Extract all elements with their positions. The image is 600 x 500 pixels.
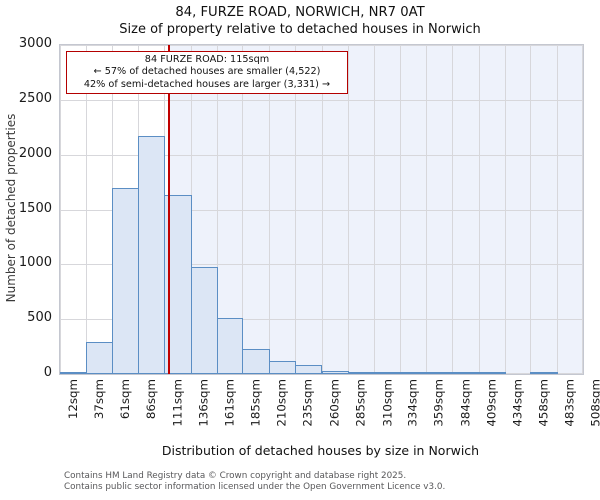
gridline-vertical: [504, 45, 506, 374]
x-tick-label: 483sqm: [562, 379, 577, 427]
histogram-bar: [478, 372, 506, 374]
x-tick-label: 458sqm: [536, 379, 551, 427]
chart-title: 84, FURZE ROAD, NORWICH, NR7 0AT: [175, 5, 425, 20]
y-tick-label: 0: [43, 365, 52, 380]
y-tick-label: 2500: [18, 90, 52, 106]
histogram-bar: [242, 348, 270, 374]
x-tick-label: 111sqm: [170, 379, 185, 427]
gridline-vertical: [556, 45, 558, 374]
annotation-larger-stat: 42% of semi-detached houses are larger (…: [83, 78, 331, 90]
x-tick-label: 235sqm: [301, 379, 316, 427]
gridline-vertical: [425, 45, 427, 374]
histogram-bar: [190, 266, 219, 374]
gridline-vertical: [60, 45, 61, 374]
x-tick-label: 409sqm: [484, 379, 499, 427]
histogram-bar: [321, 370, 349, 374]
x-axis-title: Distribution of detached houses by size …: [161, 443, 480, 458]
histogram-bar: [60, 372, 88, 374]
x-tick-label: 334sqm: [405, 379, 420, 427]
gridline-vertical: [242, 45, 244, 374]
gridline-vertical: [452, 45, 454, 374]
x-tick-label: 508sqm: [589, 379, 600, 427]
histogram-bar: [138, 136, 166, 374]
histogram-bar: [399, 372, 427, 374]
histogram-bar: [86, 342, 113, 374]
annotation-property-label: 84 FURZE ROAD: 115sqm: [144, 54, 270, 65]
x-tick-label: 37sqm: [92, 379, 107, 420]
histogram-bar: [425, 372, 454, 374]
x-tick-label: 434sqm: [510, 379, 525, 427]
gridline-vertical: [582, 45, 583, 374]
gridline-vertical: [399, 45, 401, 374]
x-tick-label: 185sqm: [248, 379, 263, 427]
x-tick-label: 285sqm: [353, 379, 368, 427]
histogram-bar: [530, 372, 558, 374]
gridline-vertical: [295, 45, 297, 374]
gridline-vertical: [86, 45, 88, 374]
annotation-box: 84 FURZE ROAD: 115sqm ← 57% of detached …: [66, 51, 348, 94]
y-axis-title: Number of detached properties: [4, 113, 18, 303]
footer-line2: Contains public sector information licen…: [64, 481, 446, 492]
y-tick-label: 1000: [18, 255, 52, 271]
gridline-vertical: [268, 45, 270, 374]
x-tick-label: 61sqm: [117, 379, 132, 420]
y-tick-label: 3000: [18, 36, 52, 51]
gridline-vertical: [217, 45, 219, 374]
plot-area: 84 FURZE ROAD: 115sqm ← 57% of detached …: [59, 44, 584, 375]
x-tick-label: 310sqm: [380, 379, 395, 427]
chart-subtitle: Size of property relative to detached ho…: [119, 22, 481, 37]
y-tick-label: 1500: [18, 200, 52, 216]
property-size-marker-line: [167, 45, 170, 374]
x-tick-label: 136sqm: [196, 379, 211, 427]
x-tick-label: 260sqm: [327, 379, 342, 427]
histogram-bar: [268, 360, 297, 374]
histogram-bar: [452, 372, 480, 374]
gridline-vertical: [530, 45, 532, 374]
gridline-vertical: [347, 45, 349, 374]
x-tick-label: 359sqm: [431, 379, 446, 427]
x-tick-label: 12sqm: [66, 379, 80, 420]
histogram-bar: [295, 365, 323, 374]
histogram-bar: [111, 187, 140, 374]
gridline-vertical: [374, 45, 376, 374]
annotation-smaller-stat: ← 57% of detached houses are smaller (4,…: [93, 66, 321, 78]
gridline-vertical: [478, 45, 480, 374]
license-footer: Contains HM Land Registry data © Crown c…: [64, 471, 445, 493]
y-tick-label: 500: [27, 310, 52, 326]
histogram-bar: [347, 372, 376, 374]
y-tick-label: 2000: [18, 145, 52, 161]
footer-line1: Contains HM Land Registry data © Crown c…: [64, 471, 407, 481]
x-tick-label: 210sqm: [274, 379, 289, 427]
x-tick-label: 161sqm: [223, 379, 238, 427]
histogram-bar: [374, 372, 401, 374]
x-tick-label: 384sqm: [458, 379, 473, 427]
gridline-vertical: [321, 45, 323, 374]
x-tick-label: 86sqm: [144, 379, 159, 420]
histogram-bar: [217, 318, 244, 374]
